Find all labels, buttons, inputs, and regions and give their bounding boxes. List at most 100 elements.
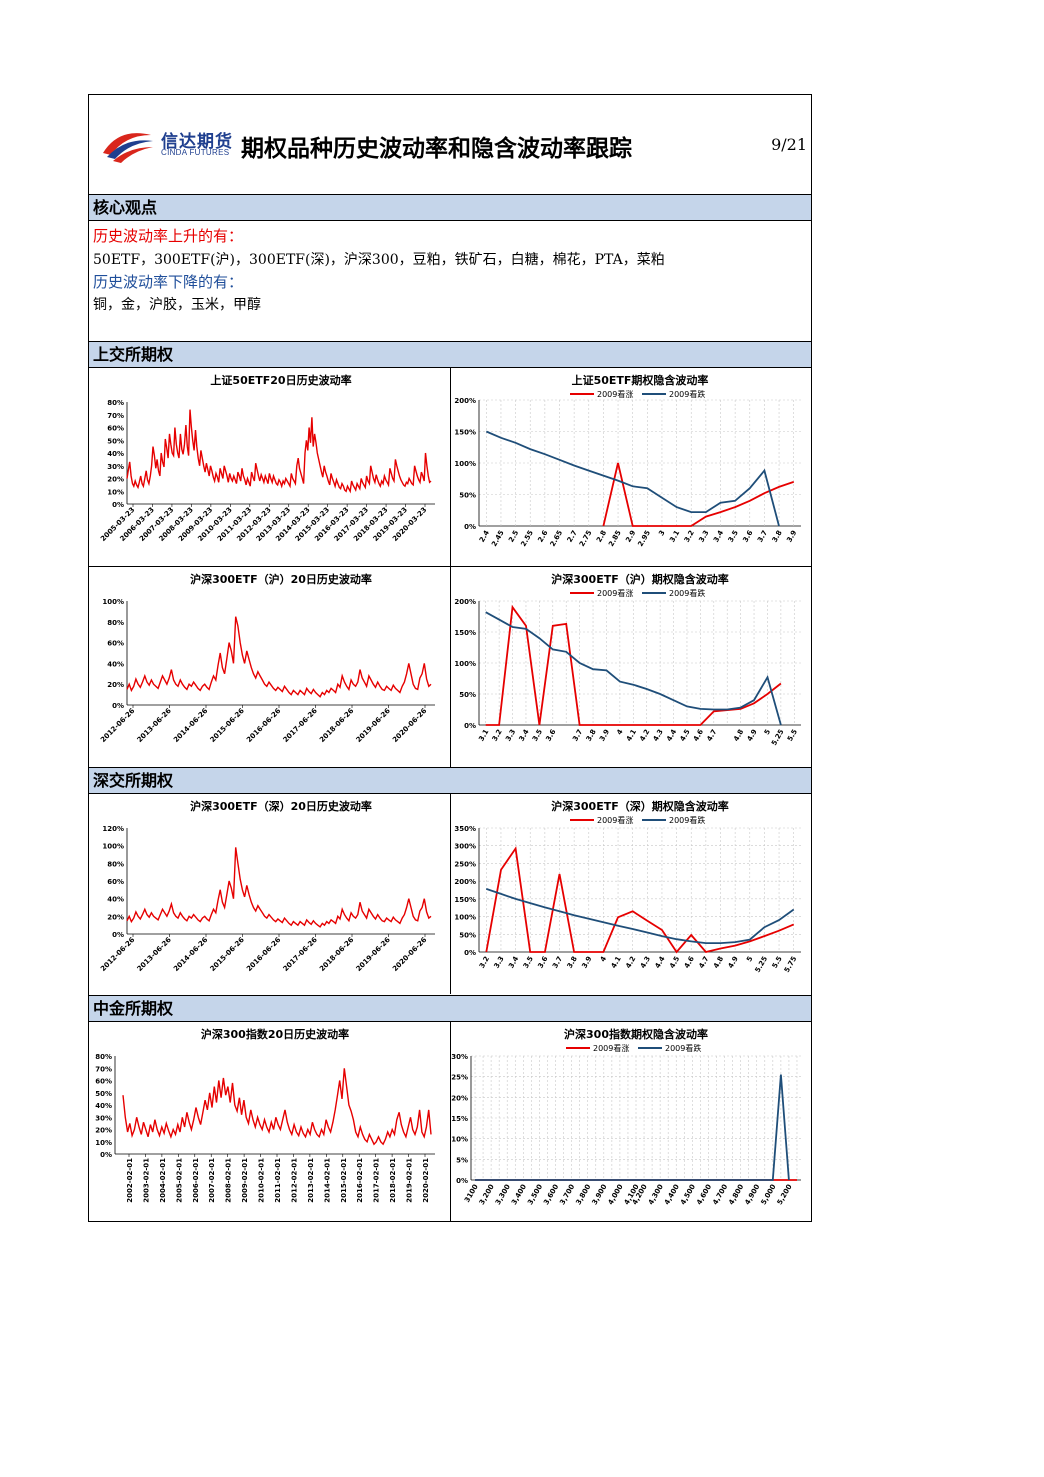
x-tick-label: 2020-06-26: [391, 936, 428, 973]
chart-title: 上证50ETF20日历史波动率: [210, 373, 351, 387]
y-tick-label: 80%: [107, 399, 124, 407]
chart-hv-hs300: 沪深300指数20日历史波动率 0% 10% 20% 30% 40% 50% 60% 70% 80…: [95, 1027, 435, 1203]
x-tick-label: 2019-02-01: [406, 1158, 414, 1203]
x-tick-label: 4.6: [683, 955, 696, 970]
chart-cell: 沪深300指数20日历史波动率 0% 10% 20% 30% 40% 50% 60% 70% 80…: [89, 1022, 451, 1222]
x-tick-label: 4.4: [654, 955, 667, 970]
iv-series-line: [475, 1074, 790, 1181]
section-sse: 上交所期权: [89, 341, 811, 368]
chart-cell: 沪深300指数期权隐含波动率 2009看涨 2009看跌 0% 5% 10% 15% 20% 2…: [451, 1022, 813, 1222]
page-number: 9/21: [771, 135, 807, 154]
x-tick-label: 4: [615, 728, 624, 736]
x-tick-label: 2020-02-01: [422, 1158, 430, 1203]
y-tick-label: 150%: [454, 896, 476, 904]
y-tick-label: 50%: [459, 691, 476, 699]
core-views: 历史波动率上升的有： 50ETF，300ETF(沪)，300ETF(深)，沪深3…: [89, 221, 811, 341]
x-tick-label: 5.25: [770, 728, 786, 747]
y-tick-label: 80%: [95, 1053, 112, 1061]
x-tick-label: 3.2: [683, 529, 696, 544]
x-tick-label: 2.7: [566, 529, 579, 544]
x-tick-label: 2.45: [490, 529, 506, 548]
x-tick-label: 2.4: [478, 529, 491, 544]
x-tick-label: 3.2: [478, 955, 491, 970]
y-tick-label: 10%: [95, 1139, 112, 1147]
y-tick-label: 200%: [454, 878, 476, 886]
row-divider: [89, 566, 811, 567]
hv-down-items: 铜，金，沪胶，玉米，甲醇: [93, 297, 261, 313]
y-tick-label: 0%: [456, 1177, 468, 1185]
x-tick-label: 2013-02-01: [307, 1158, 315, 1203]
chart-title: 沪深300指数20日历史波动率: [201, 1027, 349, 1041]
x-tick-label: 2015-02-01: [340, 1158, 348, 1203]
chart-iv-300etf-sz: 沪深300ETF（深）期权隐含波动率 2009看涨 2009看跌 0% 50% 100% 1…: [454, 799, 801, 974]
x-tick-label: 2018-06-26: [318, 936, 355, 973]
x-tick-label: 4.1: [610, 955, 623, 970]
y-tick-label: 20%: [95, 1127, 112, 1135]
page-frame: 信达期货 CINDA FUTURES 期权品种历史波动率和隐含波动率跟踪 9/2…: [88, 94, 812, 1222]
y-tick-label: 5%: [456, 1156, 468, 1164]
x-tick-label: 3.5: [727, 529, 740, 544]
core-views-heading: 核心观点: [89, 194, 811, 221]
y-tick-label: 30%: [107, 463, 124, 471]
y-tick-label: 40%: [107, 660, 124, 668]
szse-row: 沪深300ETF（深）20日历史波动率 0% 20% 40% 60% 80% 100% 120…: [89, 794, 811, 994]
y-tick-label: 0%: [112, 501, 124, 509]
x-tick-label: 2008-02-01: [225, 1158, 233, 1203]
legend-label: 2009看跌: [669, 389, 705, 399]
x-tick-label: 3.6: [536, 955, 549, 970]
x-tick-label: 2014-06-26: [172, 936, 209, 973]
page-title: 期权品种历史波动率和隐含波动率跟踪: [241, 136, 632, 162]
y-tick-label: 30%: [451, 1053, 468, 1061]
chart-hv-300etf-sz: 沪深300ETF（深）20日历史波动率 0% 20% 40% 60% 80% 100% 120…: [99, 799, 435, 973]
cinda-logo-mark-icon: [103, 133, 153, 163]
y-tick-label: 0%: [464, 523, 476, 531]
y-tick-label: 0%: [464, 949, 476, 957]
iv-series-line: [602, 462, 794, 527]
y-tick-label: 300%: [454, 843, 476, 851]
x-tick-label: 5: [745, 955, 754, 963]
report-header: 信达期货 CINDA FUTURES 期权品种历史波动率和隐含波动率跟踪 9/2…: [89, 95, 811, 194]
chart-title: 上证50ETF期权隐含波动率: [572, 373, 709, 387]
x-tick-label: 2007-02-01: [208, 1158, 216, 1203]
x-tick-label: 2017-02-01: [373, 1158, 381, 1203]
x-tick-label: 3.5: [531, 728, 544, 743]
hv-down-label: 历史波动率下降的有：: [93, 273, 244, 291]
y-tick-label: 20%: [451, 1094, 468, 1102]
x-tick-label: 2002-02-01: [126, 1158, 134, 1203]
iv-series-line: [485, 611, 782, 726]
y-tick-label: 50%: [95, 1090, 112, 1098]
x-tick-label: 3.7: [756, 529, 769, 544]
x-tick-label: 2014-06-26: [172, 707, 209, 744]
y-tick-label: 50%: [459, 492, 476, 500]
x-tick-label: 3.9: [598, 728, 611, 743]
legend-label: 2009看涨: [593, 1043, 629, 1053]
x-tick-label: 2019-06-26: [355, 707, 392, 744]
y-tick-label: 40%: [95, 1102, 112, 1110]
y-tick-label: 200%: [454, 598, 476, 606]
y-tick-label: 100%: [102, 843, 124, 851]
x-tick-label: 4.8: [712, 955, 725, 970]
x-tick-label: 2011-02-01: [274, 1158, 282, 1203]
chart-cell: 上证50ETF20日历史波动率 0% 10% 20% 30% 40% 50% 60% 70% 80…: [89, 368, 451, 566]
x-tick-label: 4.3: [652, 728, 665, 743]
x-tick-label: 2.95: [636, 529, 652, 548]
x-tick-label: 3.8: [566, 955, 579, 970]
y-tick-label: 100%: [454, 660, 476, 668]
x-tick-label: 2010-02-01: [258, 1158, 266, 1203]
x-tick-label: 2018-06-26: [318, 707, 355, 744]
x-tick-label: 2.9: [624, 529, 637, 544]
x-tick-label: 4.3: [639, 955, 652, 970]
x-tick-label: 4.8: [732, 728, 745, 743]
x-tick-label: 2020-06-26: [391, 707, 428, 744]
chart-title: 沪深300ETF（沪）期权隐含波动率: [551, 572, 729, 586]
x-tick-label: 3.9: [785, 529, 798, 544]
x-tick-label: 2019-06-26: [355, 936, 392, 973]
chart-iv-hs300: 沪深300指数期权隐含波动率 2009看涨 2009看跌 0% 5% 10% 15% 20% 2…: [451, 1027, 801, 1206]
chart-cell: 沪深300ETF（深）期权隐含波动率 2009看涨 2009看跌 0% 50% 100% 1…: [451, 794, 813, 994]
chart-title: 沪深300ETF（深）期权隐含波动率: [551, 799, 729, 813]
x-tick-label: 4.6: [692, 728, 705, 743]
y-tick-label: 0%: [464, 722, 476, 730]
x-tick-label: 2015-06-26: [209, 936, 246, 973]
y-tick-label: 70%: [107, 412, 124, 420]
x-tick-label: 2015-06-26: [209, 707, 246, 744]
